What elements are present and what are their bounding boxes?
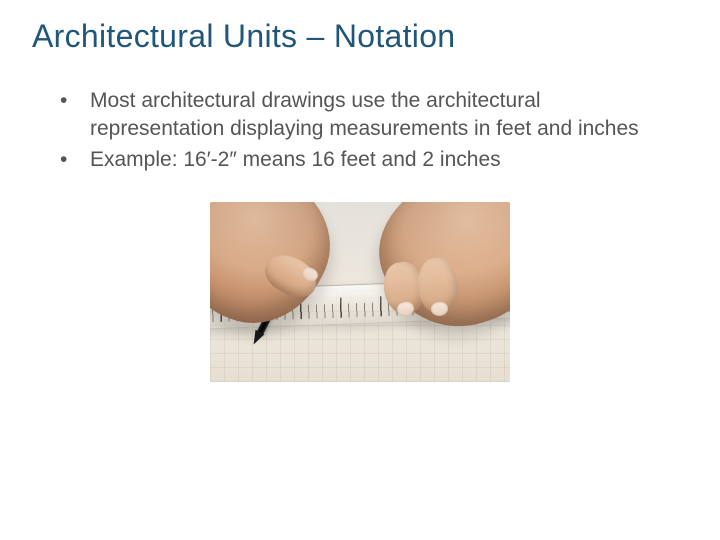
- bullet-list: Most architectural drawings use the arch…: [0, 55, 720, 174]
- illustration-ruler-hands: [210, 202, 510, 382]
- bullet-item: Example: 16′-2″ means 16 feet and 2 inch…: [50, 146, 680, 174]
- slide-title: Architectural Units – Notation: [0, 0, 720, 55]
- bullet-item: Most architectural drawings use the arch…: [50, 87, 680, 144]
